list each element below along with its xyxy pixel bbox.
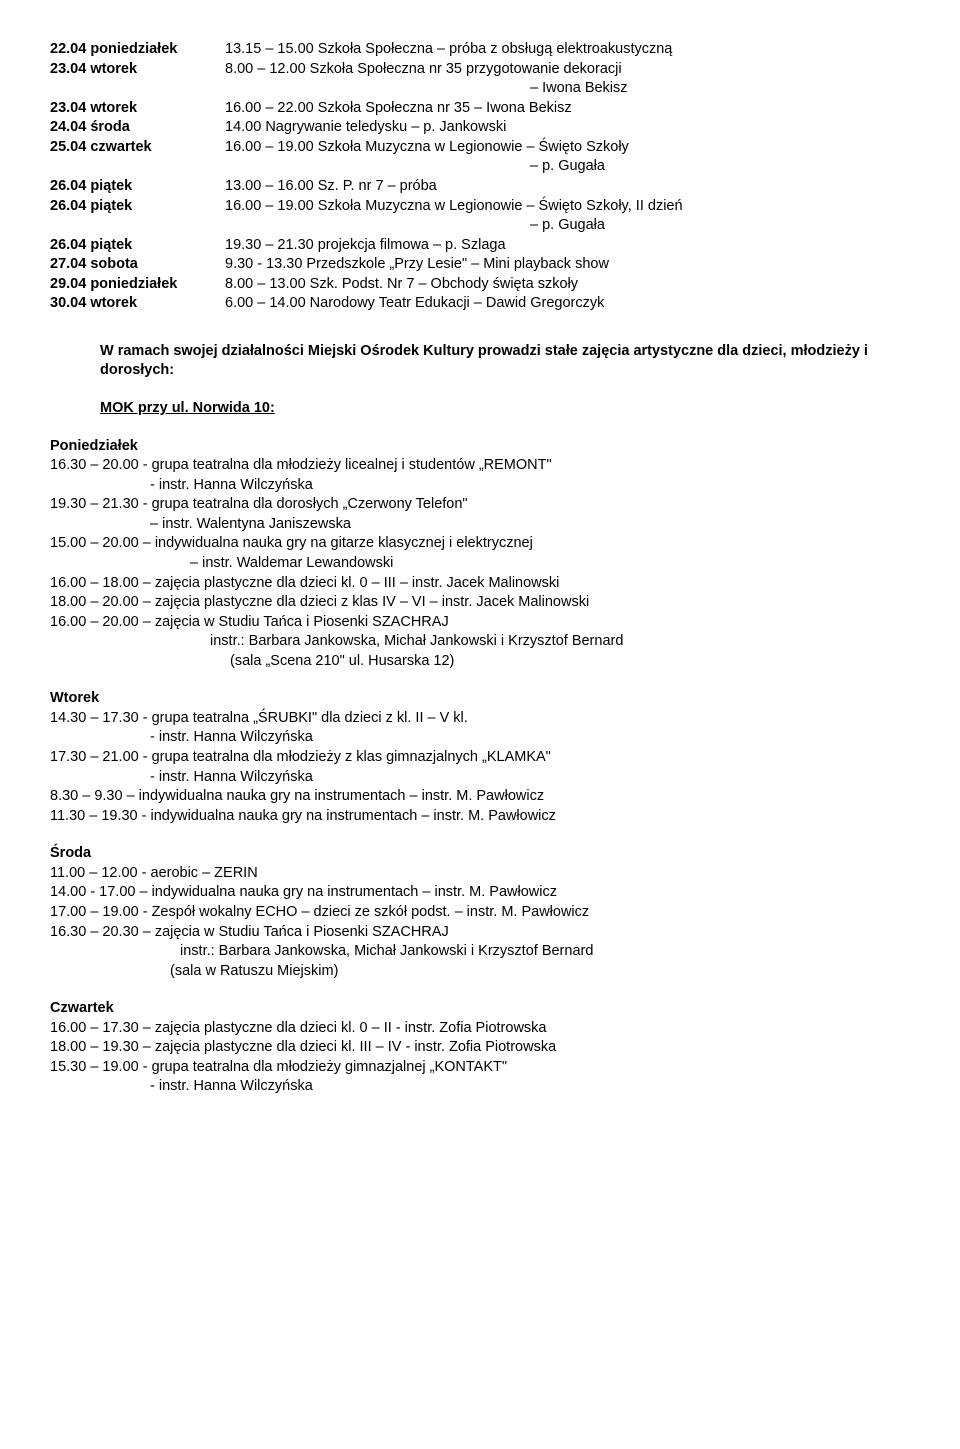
line: 14.00 - 17.00 – indywidualna nauka gry n…: [50, 883, 910, 903]
desc: 13.15 – 15.00 Szkoła Społeczna – próba z…: [225, 40, 910, 60]
day: 26.04 piątek: [50, 236, 225, 256]
line: 16.30 – 20.00 - grupa teatralna dla młod…: [50, 456, 910, 476]
line: - instr. Hanna Wilczyńska: [50, 768, 910, 788]
line: 16.30 – 20.30 – zajęcia w Studiu Tańca i…: [50, 923, 910, 943]
day: 26.04 piątek: [50, 177, 225, 197]
line: - instr. Hanna Wilczyńska: [50, 476, 910, 496]
line: 11.00 – 12.00 - aerobic – ZERIN: [50, 864, 910, 884]
schedule-table: 22.04 poniedziałek13.15 – 15.00 Szkoła S…: [50, 40, 910, 314]
desc: 14.00 Nagrywanie teledysku – p. Jankowsk…: [225, 118, 910, 138]
desc-cont: – Iwona Bekisz: [50, 79, 910, 99]
line: 17.30 – 21.00 - grupa teatralna dla młod…: [50, 748, 910, 768]
desc: 9.30 - 13.30 Przedszkole „Przy Lesie" – …: [225, 255, 910, 275]
line: – instr. Walentyna Janiszewska: [50, 515, 910, 535]
line: – instr. Waldemar Lewandowski: [50, 554, 910, 574]
desc: 19.30 – 21.30 projekcja filmowa – p. Szl…: [225, 236, 910, 256]
line: 16.00 – 20.00 – zajęcia w Studiu Tańca i…: [50, 613, 910, 633]
line: 11.30 – 19.30 - indywidualna nauka gry n…: [50, 807, 910, 827]
desc: 16.00 – 22.00 Szkoła Społeczna nr 35 – I…: [225, 99, 910, 119]
desc: 8.00 – 12.00 Szkoła Społeczna nr 35 przy…: [225, 60, 910, 80]
line: 18.00 – 20.00 – zajęcia plastyczne dla d…: [50, 593, 910, 613]
line: (sala „Scena 210" ul. Husarska 12): [50, 652, 910, 672]
day: 22.04 poniedziałek: [50, 40, 225, 60]
day: 29.04 poniedziałek: [50, 275, 225, 295]
day: 27.04 sobota: [50, 255, 225, 275]
location-heading: MOK przy ul. Norwida 10:: [50, 399, 910, 419]
line: instr.: Barbara Jankowska, Michał Jankow…: [50, 942, 910, 962]
day-heading: Środa: [50, 844, 910, 864]
line: instr.: Barbara Jankowska, Michał Jankow…: [50, 632, 910, 652]
line: - instr. Hanna Wilczyńska: [50, 1077, 910, 1097]
line: 16.00 – 18.00 – zajęcia plastyczne dla d…: [50, 574, 910, 594]
line: - instr. Hanna Wilczyńska: [50, 728, 910, 748]
desc-cont: – p. Gugała: [50, 216, 910, 236]
day: 23.04 wtorek: [50, 99, 225, 119]
day: 25.04 czwartek: [50, 138, 225, 158]
line: 14.30 – 17.30 - grupa teatralna „ŚRUBKI"…: [50, 709, 910, 729]
line: 19.30 – 21.30 - grupa teatralna dla doro…: [50, 495, 910, 515]
desc-cont: – p. Gugała: [50, 157, 910, 177]
day: 24.04 środa: [50, 118, 225, 138]
desc: 8.00 – 13.00 Szk. Podst. Nr 7 – Obchody …: [225, 275, 910, 295]
desc: 16.00 – 19.00 Szkoła Muzyczna w Legionow…: [225, 197, 910, 217]
day: 30.04 wtorek: [50, 294, 225, 314]
day: 26.04 piątek: [50, 197, 225, 217]
line: 15.30 – 19.00 - grupa teatralna dla młod…: [50, 1058, 910, 1078]
line: 8.30 – 9.30 – indywidualna nauka gry na …: [50, 787, 910, 807]
line: 17.00 – 19.00 - Zespół wokalny ECHO – dz…: [50, 903, 910, 923]
day-heading: Wtorek: [50, 689, 910, 709]
line: 16.00 – 17.30 – zajęcia plastyczne dla d…: [50, 1019, 910, 1039]
line: (sala w Ratuszu Miejskim): [50, 962, 910, 982]
day-heading: Poniedziałek: [50, 437, 910, 457]
desc: 13.00 – 16.00 Sz. P. nr 7 – próba: [225, 177, 910, 197]
desc: 6.00 – 14.00 Narodowy Teatr Edukacji – D…: [225, 294, 910, 314]
intro-text: W ramach swojej działalności Miejski Ośr…: [50, 342, 910, 381]
line: 18.00 – 19.30 – zajęcia plastyczne dla d…: [50, 1038, 910, 1058]
day: 23.04 wtorek: [50, 60, 225, 80]
day-heading: Czwartek: [50, 999, 910, 1019]
line: 15.00 – 20.00 – indywidualna nauka gry n…: [50, 534, 910, 554]
desc: 16.00 – 19.00 Szkoła Muzyczna w Legionow…: [225, 138, 910, 158]
